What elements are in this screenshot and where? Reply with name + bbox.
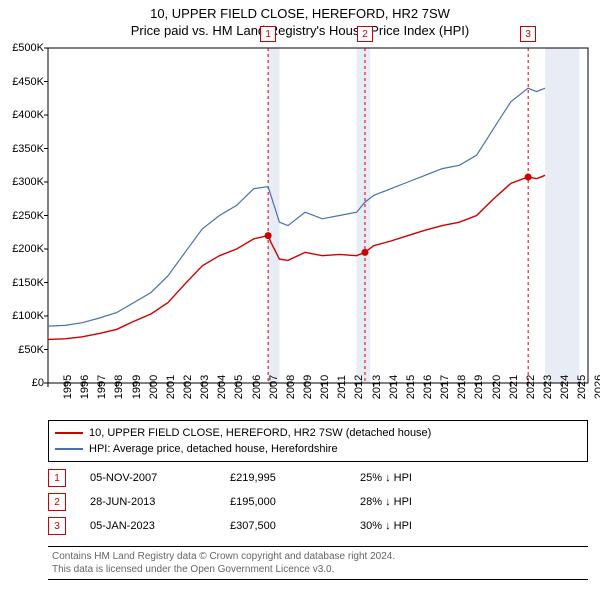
footer-line-1: Contains HM Land Registry data © Crown c… [52,550,584,563]
line-chart-svg [48,48,588,383]
footer-line-2: This data is licensed under the Open Gov… [52,563,584,576]
sale-hpi-2: 28% ↓ HPI [360,496,480,508]
title-address: 10, UPPER FIELD CLOSE, HEREFORD, HR2 7SW [0,6,600,21]
sale-date-2: 28-JUN-2013 [90,496,230,508]
y-tick-label: £450K [12,76,44,88]
sale-hpi-1: 25% ↓ HPI [360,472,480,484]
sales-table: 1 05-NOV-2007 £219,995 25% ↓ HPI 2 28-JU… [48,466,588,538]
chart-sale-marker: 2 [357,26,373,42]
sale-price-2: £195,000 [230,496,360,508]
sale-price-1: £219,995 [230,472,360,484]
legend-row-property: 10, UPPER FIELD CLOSE, HEREFORD, HR2 7SW… [55,425,581,441]
y-tick-label: £400K [12,109,44,121]
sale-date-3: 05-JAN-2023 [90,520,230,532]
legend-swatch-property [55,432,83,434]
y-tick-label: £500K [12,42,44,54]
y-tick-label: £150K [12,277,44,289]
chart-area: £0£50K£100K£150K£200K£250K£300K£350K£400… [48,48,588,383]
y-tick-label: £200K [12,243,44,255]
chart-sale-marker: 1 [260,26,276,42]
sale-row-3: 3 05-JAN-2023 £307,500 30% ↓ HPI [48,514,588,538]
sale-hpi-3: 30% ↓ HPI [360,520,480,532]
x-tick-label: 2026 [579,375,600,399]
y-tick-label: £50K [18,344,44,356]
y-tick-label: £100K [12,310,44,322]
y-tick-label: £250K [12,210,44,222]
sale-marker-2: 2 [48,493,66,511]
title-subtitle: Price paid vs. HM Land Registry's House … [0,23,600,38]
legend-swatch-hpi [55,448,83,450]
legend-label-hpi: HPI: Average price, detached house, Here… [89,443,338,455]
legend-label-property: 10, UPPER FIELD CLOSE, HEREFORD, HR2 7SW… [89,427,431,439]
sale-row-1: 1 05-NOV-2007 £219,995 25% ↓ HPI [48,466,588,490]
title-block: 10, UPPER FIELD CLOSE, HEREFORD, HR2 7SW… [0,0,600,40]
sale-price-3: £307,500 [230,520,360,532]
sale-marker-3: 3 [48,517,66,535]
footer-attribution: Contains HM Land Registry data © Crown c… [48,546,588,580]
chart-sale-marker: 3 [520,26,536,42]
y-tick-label: £0 [32,377,44,389]
sale-marker-1: 1 [48,469,66,487]
chart-container: 10, UPPER FIELD CLOSE, HEREFORD, HR2 7SW… [0,0,600,590]
legend-box: 10, UPPER FIELD CLOSE, HEREFORD, HR2 7SW… [48,420,588,462]
y-tick-label: £300K [12,176,44,188]
y-tick-label: £350K [12,143,44,155]
legend-row-hpi: HPI: Average price, detached house, Here… [55,441,581,457]
sale-date-1: 05-NOV-2007 [90,472,230,484]
sale-row-2: 2 28-JUN-2013 £195,000 28% ↓ HPI [48,490,588,514]
